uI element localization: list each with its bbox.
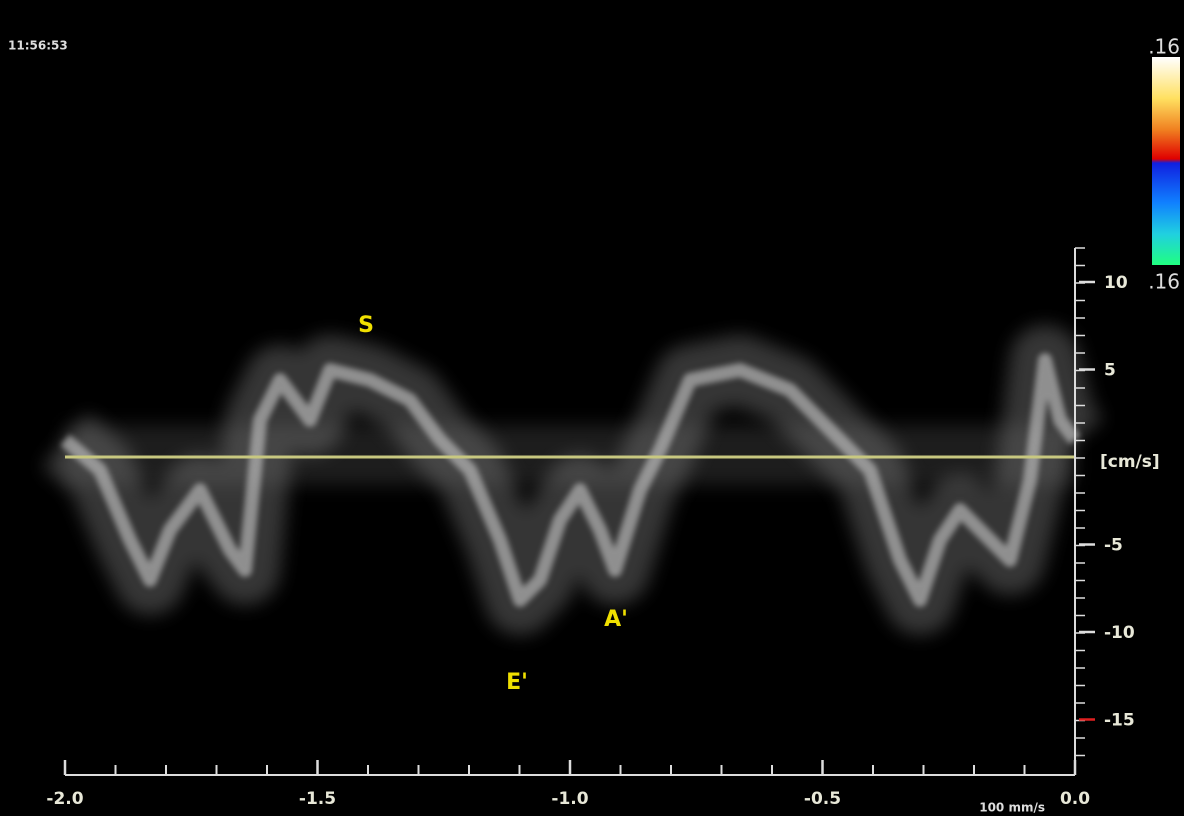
sweep-speed: 100 mm/s [979, 801, 1045, 815]
color-bar-min: .16 [1148, 270, 1180, 294]
x-tick-label: -0.5 [804, 789, 841, 809]
color-bar [1152, 57, 1180, 265]
annotation: A' [604, 607, 628, 632]
y-tick-label: -10 [1104, 623, 1135, 643]
x-tick-label: 0.0 [1060, 789, 1090, 809]
spectrum-core [60, 353, 1081, 607]
color-bar-max: .16 [1148, 35, 1180, 59]
y-tick-label: -5 [1104, 536, 1123, 556]
time-stamp: 11:56:53 [8, 39, 68, 53]
doppler-spectrum [42, 325, 1103, 635]
x-tick-label: -2.0 [46, 789, 83, 809]
y-unit: [cm/s] [1100, 452, 1160, 472]
annotation: S [358, 313, 374, 338]
y-tick-label: 10 [1104, 273, 1128, 293]
x-tick-label: -1.0 [551, 789, 588, 809]
y-tick-label: 5 [1104, 361, 1116, 381]
x-tick-label: -1.5 [299, 789, 336, 809]
annotation: E' [506, 670, 528, 695]
y-tick-label: -15 [1104, 711, 1135, 731]
